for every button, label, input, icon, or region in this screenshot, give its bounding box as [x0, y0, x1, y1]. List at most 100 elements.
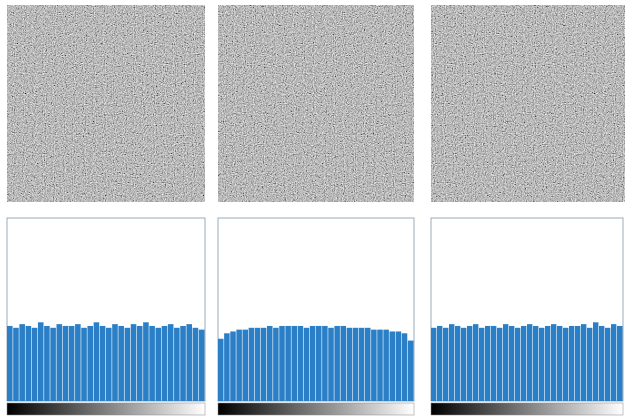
bar: [497, 328, 502, 401]
bar: [533, 326, 538, 401]
bar: [87, 326, 93, 401]
bar: [396, 331, 402, 401]
bar: [50, 328, 56, 401]
bar: [267, 326, 273, 401]
bar: [455, 326, 460, 401]
bar: [390, 331, 396, 401]
bar: [587, 328, 592, 401]
bar: [199, 330, 205, 401]
bar: [402, 333, 408, 401]
bar: [236, 330, 242, 401]
bar: [437, 326, 442, 401]
bar: [156, 328, 162, 401]
bar: [509, 326, 514, 401]
bar: [383, 330, 389, 401]
bar: [106, 328, 112, 401]
bar: [557, 326, 562, 401]
bar: [131, 324, 137, 401]
noise-image: [7, 5, 205, 202]
bar: [261, 328, 267, 401]
bar: [521, 326, 526, 401]
bar: [118, 326, 124, 401]
bar: [186, 324, 192, 401]
bar: [365, 328, 371, 401]
bar: [75, 324, 81, 401]
bar: [224, 333, 230, 401]
bar: [377, 330, 383, 401]
bar: [13, 328, 19, 401]
bar: [143, 322, 149, 401]
bar: [353, 328, 359, 401]
bar: [503, 324, 508, 401]
bar: [408, 341, 414, 401]
bar: [162, 326, 168, 401]
bar: [473, 324, 478, 401]
bar: [63, 326, 69, 401]
bar: [285, 326, 291, 401]
bar: [230, 331, 236, 401]
bar: [371, 330, 377, 401]
bar: [575, 326, 580, 401]
noise-image: [218, 5, 414, 202]
noise-image: [431, 5, 625, 202]
bar: [279, 326, 285, 401]
figure: [0, 0, 625, 419]
bar: [7, 326, 13, 401]
bar: [605, 328, 610, 401]
bar: [322, 326, 328, 401]
bar: [310, 326, 316, 401]
colorbar: [7, 403, 205, 415]
bar: [563, 328, 568, 401]
bar: [249, 328, 255, 401]
bar: [69, 326, 75, 401]
bar: [168, 324, 174, 401]
bar: [491, 326, 496, 401]
bar: [112, 324, 118, 401]
bar: [273, 328, 279, 401]
bar: [94, 322, 100, 401]
bar: [449, 324, 454, 401]
bar: [611, 324, 616, 401]
bar: [193, 328, 199, 401]
bar: [137, 326, 143, 401]
bar: [527, 324, 532, 401]
bar: [599, 326, 604, 401]
bar: [316, 326, 322, 401]
bar: [443, 328, 448, 401]
bar: [479, 328, 484, 401]
bar: [539, 328, 544, 401]
bar: [545, 326, 550, 401]
bar: [617, 326, 622, 401]
bar: [467, 326, 472, 401]
bar: [359, 328, 365, 401]
bar: [334, 326, 340, 401]
bar: [125, 328, 131, 401]
bar: [243, 330, 249, 401]
bar: [551, 324, 556, 401]
bar: [38, 322, 44, 401]
bar: [347, 328, 353, 401]
bar: [218, 339, 224, 401]
bar: [255, 328, 261, 401]
bar: [569, 326, 574, 401]
bar: [100, 326, 106, 401]
bar: [341, 326, 347, 401]
bar: [174, 328, 180, 401]
bar: [298, 326, 304, 401]
bar: [81, 328, 87, 401]
bar: [44, 326, 50, 401]
bar: [26, 326, 32, 401]
colorbar: [431, 403, 623, 415]
bar: [57, 324, 63, 401]
bar: [431, 328, 436, 401]
bar: [32, 328, 38, 401]
bar: [461, 328, 466, 401]
bar: [593, 322, 598, 401]
bar: [292, 326, 298, 401]
bar: [581, 324, 586, 401]
bar: [180, 326, 186, 401]
bar: [328, 328, 334, 401]
bar: [515, 328, 520, 401]
bar: [304, 328, 310, 401]
bar: [19, 324, 25, 401]
